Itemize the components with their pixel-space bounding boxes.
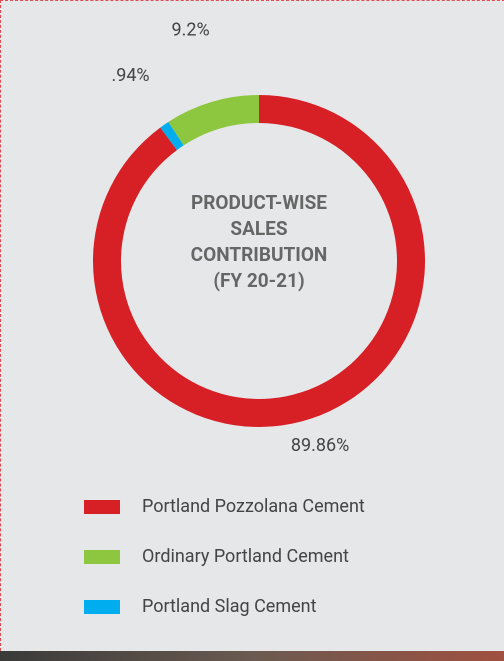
- donut-slice: [160, 121, 184, 151]
- legend-swatch: [84, 500, 120, 514]
- data-label: 89.86%: [291, 435, 349, 456]
- legend-label: Portland Pozzolana Cement: [142, 496, 365, 517]
- legend-label: Portland Slag Cement: [142, 596, 317, 617]
- legend-swatch: [84, 550, 120, 564]
- chart-title: PRODUCT-WISE SALES CONTRIBUTION (FY 20-2…: [190, 191, 328, 292]
- footer-strip: [0, 651, 504, 661]
- data-label: 9.2%: [172, 20, 210, 41]
- legend-label: Ordinary Portland Cement: [142, 546, 349, 567]
- legend-swatch: [84, 600, 120, 614]
- donut-slice: [168, 95, 259, 146]
- data-label: .94%: [111, 65, 149, 86]
